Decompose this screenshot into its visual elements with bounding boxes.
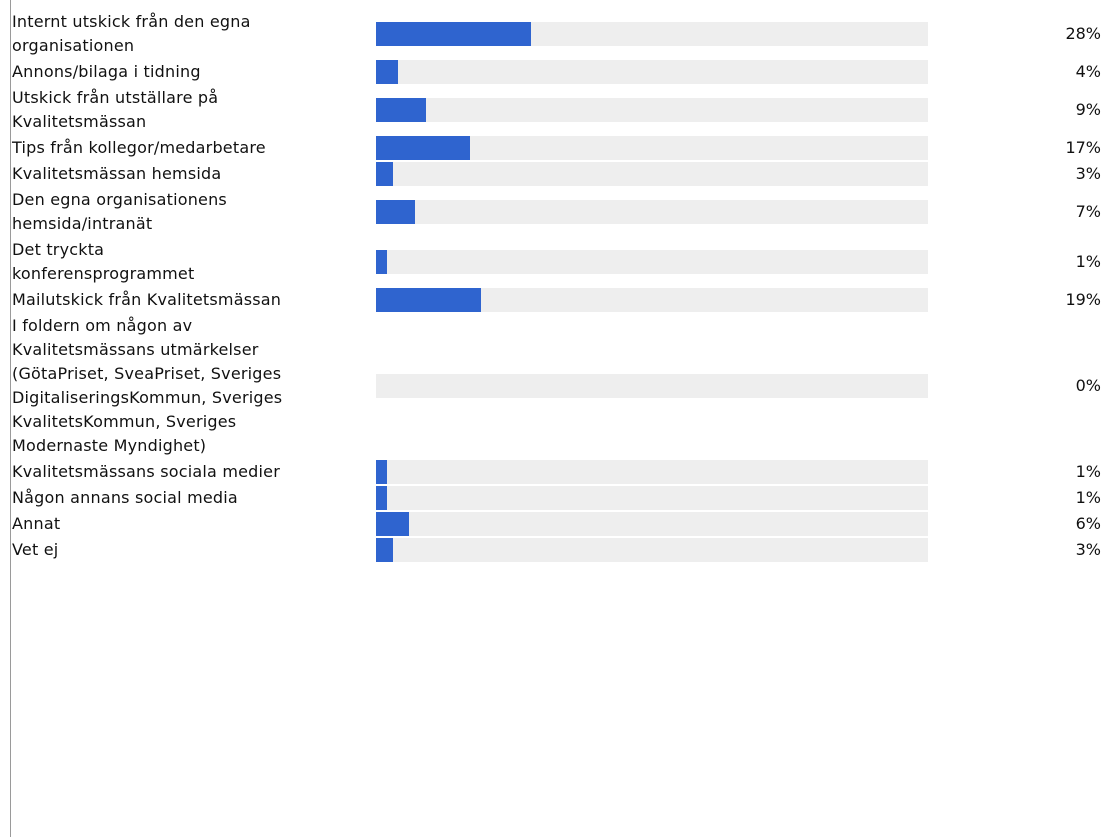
chart-row: Någon annans social media 1%	[0, 486, 1103, 510]
row-label-line: KvalitetsKommun, Sveriges	[12, 412, 237, 431]
row-label-line: Vet ej	[12, 540, 59, 559]
bar-track	[376, 136, 928, 160]
chart-row: Kvalitetsmässans sociala medier 1%	[0, 460, 1103, 484]
bar-track	[376, 162, 928, 186]
bar-track	[376, 374, 928, 398]
row-label: Annons/bilaga i tidning	[12, 60, 367, 84]
bar-track	[376, 538, 928, 562]
chart-row: Tips från kollegor/medarbetare 17%	[0, 136, 1103, 160]
bar	[376, 200, 415, 224]
bar-track	[376, 250, 928, 274]
row-label-line: Mailutskick från Kvalitetsmässan	[12, 290, 282, 309]
bar	[376, 460, 387, 484]
bar	[376, 288, 481, 312]
bar	[376, 250, 387, 274]
row-label-line: Annons/bilaga i tidning	[12, 62, 201, 81]
row-label-line: Kvalitetsmässan	[12, 112, 147, 131]
value-label: 6%	[1075, 514, 1101, 533]
row-label-line: hemsida/intranät	[12, 214, 153, 233]
row-label-line: Kvalitetsmässans sociala medier	[12, 462, 280, 481]
chart-row: Kvalitetsmässan hemsida 3%	[0, 162, 1103, 186]
chart-row: Internt utskick från den egna organisatio…	[0, 10, 1103, 58]
row-label-line: organisationen	[12, 36, 135, 55]
row-label: Tips från kollegor/medarbetare	[12, 136, 367, 160]
bar-track	[376, 512, 928, 536]
row-label: Någon annans social media	[12, 486, 367, 510]
bar	[376, 98, 426, 122]
value-label: 7%	[1075, 202, 1101, 221]
row-label-line: Modernaste Myndighet)	[12, 436, 207, 455]
value-label: 3%	[1075, 540, 1101, 559]
row-label-line: Någon annans social media	[12, 488, 238, 507]
row-label-line: Internt utskick från den egna	[12, 12, 251, 31]
row-label: Utskick från utställare på Kvalitetsmässa…	[12, 86, 367, 134]
row-label-line: I foldern om någon av	[12, 316, 193, 335]
value-label: 4%	[1075, 62, 1101, 81]
value-label: 1%	[1075, 462, 1101, 481]
row-label: Vet ej	[12, 538, 367, 562]
row-label: Annat	[12, 512, 367, 536]
bar	[376, 162, 393, 186]
bar-track	[376, 486, 928, 510]
row-label: Det tryckta konferensprogrammet	[12, 238, 367, 286]
value-label: 17%	[1065, 138, 1101, 157]
row-label-line: Det tryckta	[12, 240, 105, 259]
bar	[376, 136, 470, 160]
row-label-line: konferensprogrammet	[12, 264, 195, 283]
row-label-line: (GötaPriset, SveaPriset, Sveriges	[12, 364, 282, 383]
bar-track	[376, 98, 928, 122]
row-label-line: Den egna organisationens	[12, 190, 227, 209]
chart-row: Mailutskick från Kvalitetsmässan 19%	[0, 288, 1103, 312]
bar-track	[376, 22, 928, 46]
bar-track	[376, 460, 928, 484]
chart-row: Annat 6%	[0, 512, 1103, 536]
row-label-line: Kvalitetsmässans utmärkelser	[12, 340, 259, 359]
row-label-line: Tips från kollegor/medarbetare	[12, 138, 266, 157]
chart-row: I foldern om någon av Kvalitetsmässans ut…	[0, 314, 1103, 458]
value-label: 1%	[1075, 252, 1101, 271]
bar	[376, 60, 398, 84]
chart-row: Det tryckta konferensprogrammet 1%	[0, 238, 1103, 286]
bar-track	[376, 288, 928, 312]
row-label-line: DigitaliseringsKommun, Sveriges	[12, 388, 283, 407]
chart-row: Vet ej 3%	[0, 538, 1103, 562]
value-label: 19%	[1065, 290, 1101, 309]
chart-row: Utskick från utställare på Kvalitetsmässa…	[0, 86, 1103, 134]
bar-track	[376, 60, 928, 84]
value-label: 1%	[1075, 488, 1101, 507]
value-label: 0%	[1075, 376, 1101, 395]
bar	[376, 22, 531, 46]
value-label: 28%	[1065, 24, 1101, 43]
value-label: 3%	[1075, 164, 1101, 183]
chart-row: Den egna organisationens hemsida/intranät…	[0, 188, 1103, 236]
row-label: Den egna organisationens hemsida/intranät	[12, 188, 367, 236]
row-label: Internt utskick från den egna organisatio…	[12, 10, 367, 58]
row-label: Kvalitetsmässans sociala medier	[12, 460, 367, 484]
bar	[376, 486, 387, 510]
row-label: Mailutskick från Kvalitetsmässan	[12, 288, 367, 312]
row-label-line: Kvalitetsmässan hemsida	[12, 164, 222, 183]
row-label-line: Annat	[12, 514, 61, 533]
row-label: Kvalitetsmässan hemsida	[12, 162, 367, 186]
row-label: I foldern om någon av Kvalitetsmässans ut…	[12, 314, 367, 458]
chart-row: Annons/bilaga i tidning 4%	[0, 60, 1103, 84]
value-label: 9%	[1075, 100, 1101, 119]
bar-track	[376, 200, 928, 224]
left-border-line	[10, 0, 11, 837]
row-label-line: Utskick från utställare på	[12, 88, 219, 107]
bar	[376, 512, 409, 536]
bar	[376, 538, 393, 562]
